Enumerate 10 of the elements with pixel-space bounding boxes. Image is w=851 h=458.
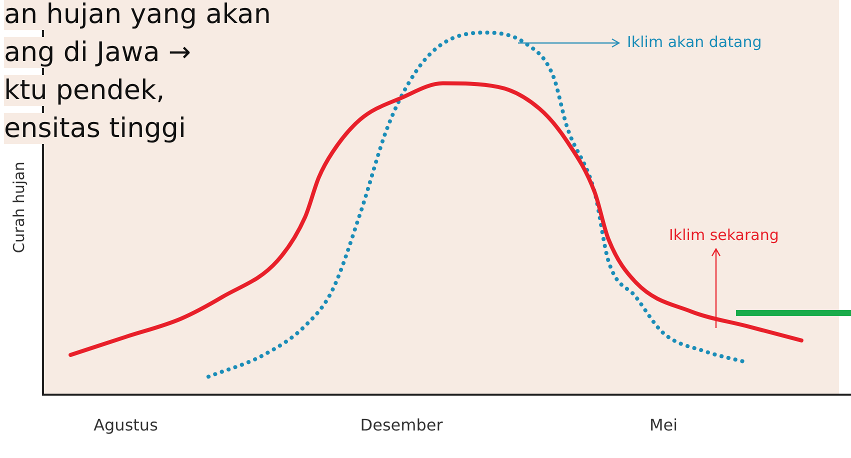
y-axis-title: Curah hujan — [10, 162, 28, 254]
annotation: ensitas tinggi — [4, 113, 186, 144]
annotation: ktu pendek, — [4, 75, 165, 106]
x-tick-label: Mei — [649, 416, 678, 435]
x-tick-label: Desember — [360, 416, 444, 435]
annotation: ang di Jawa → — [4, 37, 191, 68]
text: an hujan yang akan — [4, 0, 271, 30]
text: Iklim sekarang — [669, 226, 779, 244]
x-tick-label: Agustus — [94, 416, 158, 435]
legend-label: Iklim akan datang — [627, 32, 762, 51]
